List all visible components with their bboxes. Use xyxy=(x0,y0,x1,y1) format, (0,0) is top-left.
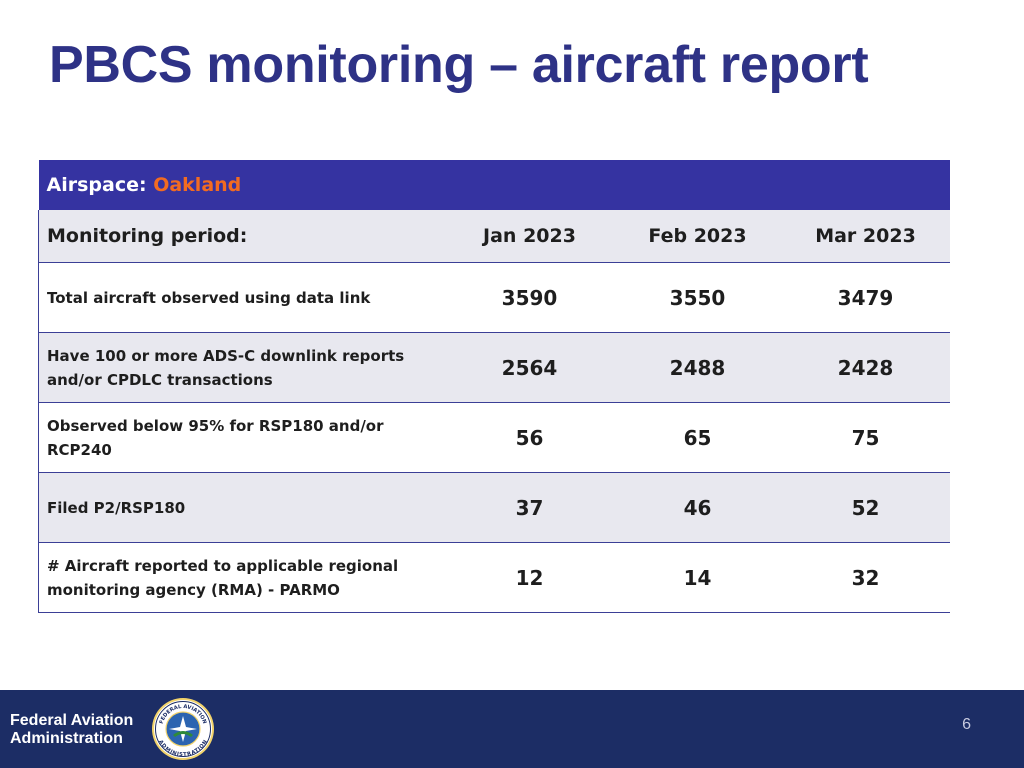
airspace-header-row: Airspace: Oakland xyxy=(38,160,950,210)
org-name-line1: Federal Aviation xyxy=(10,712,134,729)
airspace-label: Airspace: xyxy=(46,174,147,196)
org-name-line2: Administration xyxy=(10,730,123,747)
row-value-mar: 32 xyxy=(781,542,950,613)
table-row: Observed below 95% for RSP180 and/or RCP… xyxy=(38,402,950,473)
table-row: Total aircraft observed using data link … xyxy=(38,262,950,333)
month-header-mar: Mar 2023 xyxy=(781,210,950,263)
monitoring-period-label: Monitoring period: xyxy=(38,210,446,263)
row-value-feb: 2488 xyxy=(613,332,782,403)
row-value-feb: 14 xyxy=(613,542,782,613)
row-label: Filed P2/RSP180 xyxy=(38,472,446,543)
month-header-feb: Feb 2023 xyxy=(613,210,782,263)
row-value-feb: 65 xyxy=(613,402,782,473)
row-label: # Aircraft reported to applicable region… xyxy=(38,542,446,613)
row-label: Observed below 95% for RSP180 and/or RCP… xyxy=(38,402,446,473)
monitoring-period-row: Monitoring period: Jan 2023 Feb 2023 Mar… xyxy=(38,210,950,263)
org-name: Federal Aviation Administration xyxy=(10,712,133,748)
row-value-jan: 3590 xyxy=(445,262,614,333)
slide-title: PBCS monitoring – aircraft report xyxy=(49,36,869,94)
row-value-jan: 2564 xyxy=(445,332,614,403)
row-label: Have 100 or more ADS-C downlink reports … xyxy=(38,332,446,403)
row-value-mar: 2428 xyxy=(781,332,950,403)
row-value-feb: 3550 xyxy=(613,262,782,333)
row-label: Total aircraft observed using data link xyxy=(38,262,446,333)
footer-bar: Federal Aviation Administration FEDERAL … xyxy=(0,690,1024,768)
airspace-value: Oakland xyxy=(153,174,242,196)
month-header-jan: Jan 2023 xyxy=(445,210,614,263)
faa-seal-icon: FEDERAL AVIATION ADMINISTRATION xyxy=(152,698,214,760)
table-row: # Aircraft reported to applicable region… xyxy=(38,542,950,613)
row-value-mar: 3479 xyxy=(781,262,950,333)
table-row: Filed P2/RSP180 37 46 52 xyxy=(38,472,950,543)
row-value-mar: 52 xyxy=(781,472,950,543)
row-value-mar: 75 xyxy=(781,402,950,473)
page-number: 6 xyxy=(962,716,971,733)
row-value-feb: 46 xyxy=(613,472,782,543)
row-value-jan: 37 xyxy=(445,472,614,543)
table-row: Have 100 or more ADS-C downlink reports … xyxy=(38,332,950,403)
row-value-jan: 56 xyxy=(445,402,614,473)
airspace-cell: Airspace: Oakland xyxy=(38,160,950,210)
aircraft-report-table: Airspace: Oakland Monitoring period: Jan… xyxy=(38,160,950,613)
row-value-jan: 12 xyxy=(445,542,614,613)
